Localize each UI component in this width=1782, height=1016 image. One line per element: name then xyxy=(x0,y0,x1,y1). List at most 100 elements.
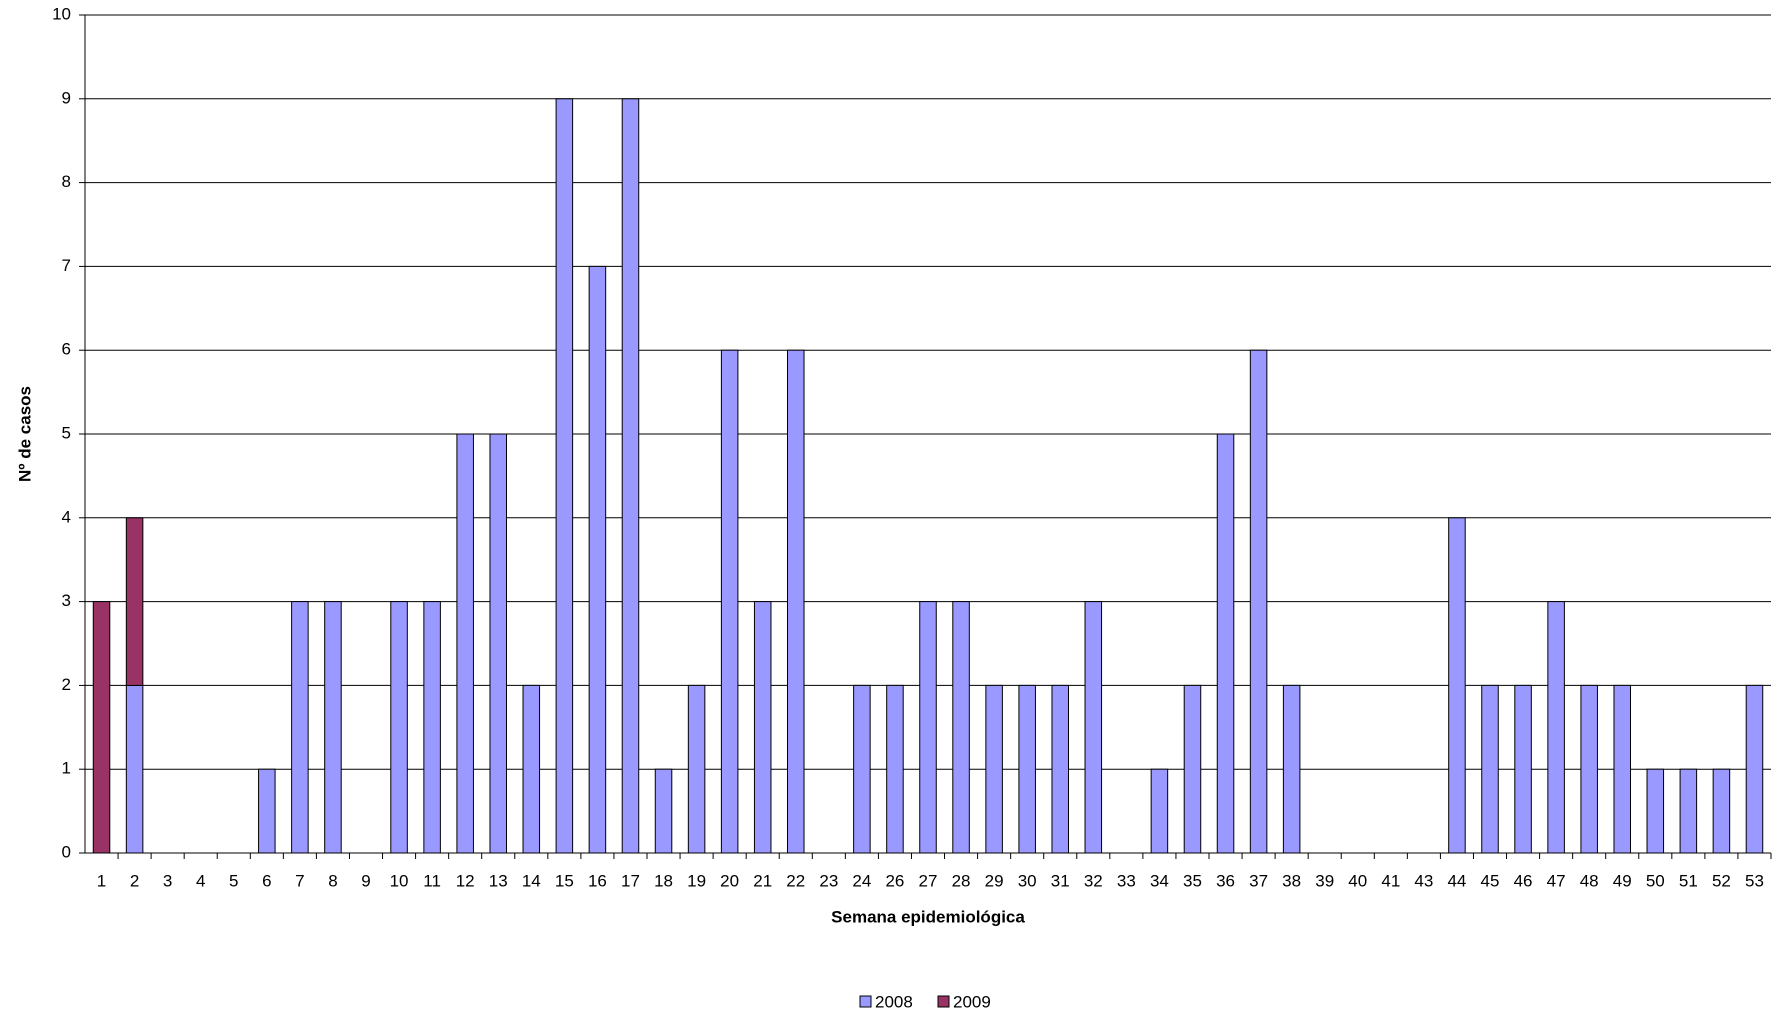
bar xyxy=(1613,684,1631,854)
bar xyxy=(1580,684,1598,854)
bar xyxy=(1712,768,1731,854)
bar xyxy=(1183,684,1202,854)
x-tick-label: 39 xyxy=(1315,871,1334,890)
x-tick-label: 32 xyxy=(1084,871,1103,890)
bar xyxy=(1547,601,1565,854)
x-tick-label: 28 xyxy=(952,871,971,890)
y-axis-title: Nº de casos xyxy=(15,386,34,482)
bar xyxy=(720,349,739,854)
x-tick-label: 48 xyxy=(1580,871,1599,890)
bar xyxy=(1282,684,1301,854)
x-tick-label: 13 xyxy=(489,871,508,890)
x-tick-label: 36 xyxy=(1216,871,1235,890)
bar xyxy=(1679,768,1698,854)
bar xyxy=(919,601,937,854)
x-tick-label: 21 xyxy=(753,871,772,890)
bar xyxy=(753,601,772,854)
x-tick-label: 24 xyxy=(852,871,871,890)
y-tick-label: 7 xyxy=(62,256,71,275)
x-tick-label: 17 xyxy=(621,871,640,890)
bar xyxy=(92,601,111,854)
x-tick-label: 20 xyxy=(720,871,739,890)
x-tick-label: 46 xyxy=(1514,871,1533,890)
y-tick-label: 9 xyxy=(62,88,71,107)
x-tick-label: 26 xyxy=(885,871,904,890)
x-tick-label: 18 xyxy=(654,871,673,890)
y-tick-label: 1 xyxy=(62,759,71,778)
x-tick-label: 22 xyxy=(786,871,805,890)
y-tick-label: 6 xyxy=(62,340,71,359)
x-tick-label: 47 xyxy=(1547,871,1566,890)
y-tick-label: 8 xyxy=(62,172,71,191)
bar xyxy=(390,601,408,854)
x-tick-label: 31 xyxy=(1051,871,1070,890)
x-tick-label: 6 xyxy=(262,871,271,890)
x-tick-label: 53 xyxy=(1745,871,1764,890)
bar xyxy=(125,517,144,686)
legend-swatch xyxy=(859,995,872,1008)
x-tick-label: 51 xyxy=(1679,871,1698,890)
x-tick-label: 2 xyxy=(130,871,139,890)
bar xyxy=(1646,768,1665,854)
y-tick-label: 10 xyxy=(52,4,71,23)
x-tick-label: 15 xyxy=(555,871,574,890)
bar xyxy=(621,98,640,854)
bar xyxy=(1448,517,1466,854)
x-tick-label: 30 xyxy=(1018,871,1037,890)
bar xyxy=(555,98,574,854)
x-tick-label: 12 xyxy=(456,871,475,890)
x-tick-label: 49 xyxy=(1613,871,1632,890)
x-tick-label: 14 xyxy=(522,871,541,890)
bar xyxy=(291,601,309,854)
x-tick-label: 41 xyxy=(1381,871,1400,890)
bar xyxy=(687,684,706,854)
bar xyxy=(654,768,673,854)
x-tick-label: 38 xyxy=(1282,871,1301,890)
legend-label: 2009 xyxy=(953,992,991,1011)
bar xyxy=(1745,684,1764,854)
x-tick-label: 52 xyxy=(1712,871,1731,890)
x-tick-label: 7 xyxy=(295,871,304,890)
bar xyxy=(1481,684,1499,854)
bar xyxy=(1150,768,1169,854)
legend-label: 2008 xyxy=(875,992,913,1011)
bar xyxy=(1084,601,1103,854)
x-tick-label: 37 xyxy=(1249,871,1268,890)
bar xyxy=(522,684,541,854)
x-tick-label: 23 xyxy=(819,871,838,890)
x-tick-label: 33 xyxy=(1117,871,1136,890)
x-tick-label: 29 xyxy=(985,871,1004,890)
x-tick-label: 50 xyxy=(1646,871,1665,890)
x-tick-label: 5 xyxy=(229,871,238,890)
x-tick-label: 27 xyxy=(919,871,938,890)
x-tick-label: 8 xyxy=(328,871,337,890)
x-tick-label: 35 xyxy=(1183,871,1202,890)
bar xyxy=(258,768,276,854)
bar xyxy=(952,601,970,854)
bar xyxy=(125,684,144,854)
bar xyxy=(588,265,607,854)
y-tick-label: 4 xyxy=(62,507,71,526)
bar xyxy=(1249,349,1268,854)
x-tick-label: 44 xyxy=(1447,871,1466,890)
x-tick-label: 10 xyxy=(390,871,409,890)
x-tick-label: 19 xyxy=(687,871,706,890)
bar xyxy=(456,433,474,854)
x-tick-label: 11 xyxy=(423,871,441,890)
y-tick-label: 0 xyxy=(62,842,71,861)
legend-swatch xyxy=(937,995,950,1008)
bar xyxy=(886,684,904,854)
bar xyxy=(1514,684,1532,854)
x-tick-label: 4 xyxy=(196,871,205,890)
bar xyxy=(985,684,1003,854)
bar xyxy=(1051,684,1069,854)
x-axis-title: Semana epidemiológica xyxy=(831,907,1025,926)
bar xyxy=(1216,433,1235,854)
x-tick-label: 3 xyxy=(163,871,172,890)
y-tick-label: 3 xyxy=(62,591,71,610)
x-tick-label: 34 xyxy=(1150,871,1169,890)
bar xyxy=(324,601,342,854)
x-tick-label: 16 xyxy=(588,871,607,890)
x-tick-label: 1 xyxy=(97,871,106,890)
